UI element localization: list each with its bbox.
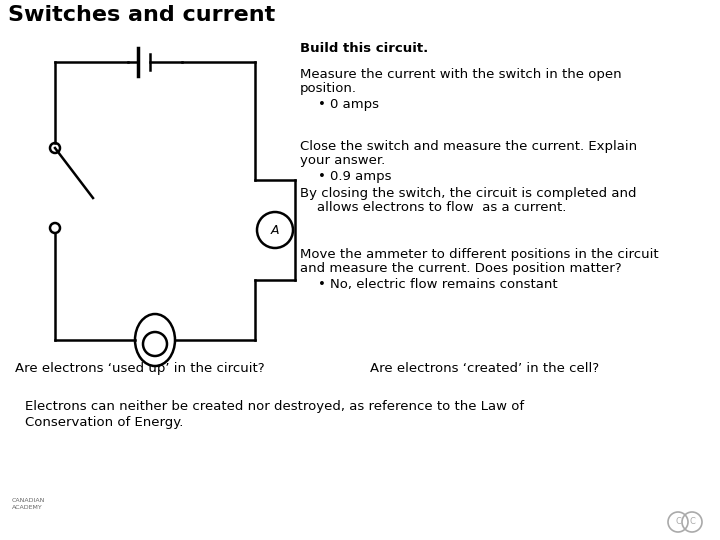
Text: C: C — [689, 517, 695, 526]
Text: •: • — [318, 98, 326, 111]
Text: Build this circuit.: Build this circuit. — [300, 42, 428, 55]
Text: Switches and current: Switches and current — [8, 5, 275, 25]
Text: Measure the current with the switch in the open: Measure the current with the switch in t… — [300, 68, 621, 81]
Text: allows electrons to flow  as a current.: allows electrons to flow as a current. — [300, 201, 567, 214]
Text: No, electric flow remains constant: No, electric flow remains constant — [330, 278, 557, 291]
Text: By closing the switch, the circuit is completed and: By closing the switch, the circuit is co… — [300, 187, 636, 200]
Text: and measure the current. Does position matter?: and measure the current. Does position m… — [300, 262, 621, 275]
Text: CANADIAN
ACADEMY: CANADIAN ACADEMY — [12, 498, 45, 510]
Text: Are electrons ‘used up’ in the circuit?: Are electrons ‘used up’ in the circuit? — [15, 362, 265, 375]
Text: 0 amps: 0 amps — [330, 98, 379, 111]
Text: •: • — [318, 170, 326, 183]
Text: A: A — [271, 224, 279, 237]
Text: position.: position. — [300, 82, 357, 95]
Text: Conservation of Energy.: Conservation of Energy. — [25, 416, 184, 429]
Text: your answer.: your answer. — [300, 154, 385, 167]
Text: Electrons can neither be created nor destroyed, as reference to the Law of: Electrons can neither be created nor des… — [25, 400, 524, 413]
Text: Move the ammeter to different positions in the circuit: Move the ammeter to different positions … — [300, 248, 659, 261]
Text: Close the switch and measure the current. Explain: Close the switch and measure the current… — [300, 140, 637, 153]
Text: •: • — [318, 278, 326, 291]
Text: 0.9 amps: 0.9 amps — [330, 170, 392, 183]
Text: Are electrons ‘created’ in the cell?: Are electrons ‘created’ in the cell? — [370, 362, 599, 375]
Text: C: C — [675, 517, 681, 526]
